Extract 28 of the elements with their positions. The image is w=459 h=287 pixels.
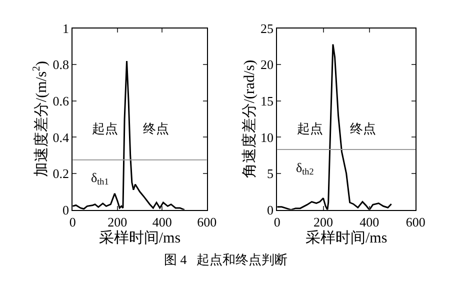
y-tick-label: 20: [260, 57, 274, 72]
x-axis-title: 采样时间/ms: [98, 229, 181, 246]
x-tick-label: 400: [360, 214, 380, 230]
y-tick-label: 0: [267, 202, 274, 218]
x-tick-label: 200: [108, 214, 128, 230]
x-axis-title: 采样时间/ms: [306, 229, 388, 246]
y-tick-label: 0.2: [52, 166, 70, 182]
y-axis-title: 角速度差分/(rad/s): [240, 60, 258, 178]
annotation: 起点: [297, 121, 323, 136]
y-tick-label: 15: [260, 93, 274, 108]
x-tick-label: 400: [152, 214, 172, 230]
y-tick-label: 25: [260, 20, 274, 36]
y-tick-label: 0: [62, 202, 70, 218]
y-tick-label: 10: [260, 130, 274, 145]
ref-line-label: δ$_{th1}$: [91, 170, 109, 187]
x-tick-label: 600: [197, 214, 217, 230]
annotation: 终点: [143, 121, 169, 136]
x-tick-label: 200: [314, 214, 334, 230]
y-tick-label: 1: [62, 20, 70, 36]
y-tick-label: 5: [267, 166, 274, 182]
y-tick-label: 0.4: [52, 130, 70, 145]
ref-line-label: δ$_{th2}$: [296, 160, 314, 177]
y-tick-label: 0.6: [52, 93, 70, 108]
annotation: 终点: [350, 121, 376, 136]
x-tick-label: 600: [406, 214, 426, 230]
annotation: 起点: [92, 121, 118, 136]
caption: 图 4 起点和终点判断: [164, 252, 288, 267]
y-tick-label: 0.8: [52, 57, 70, 72]
